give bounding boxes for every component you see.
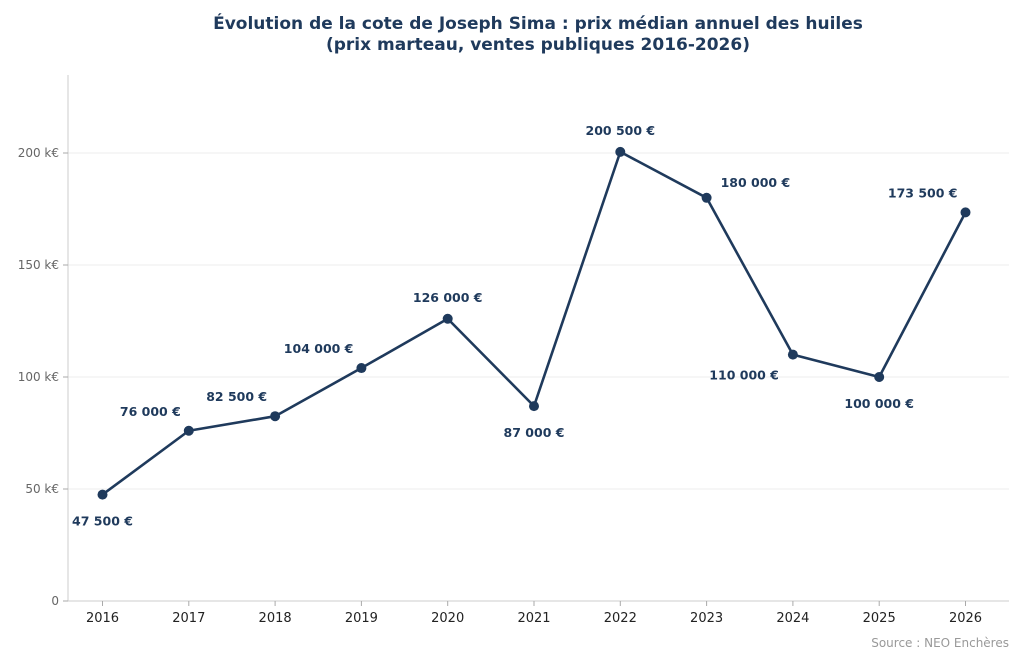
data-label: 47 500 € bbox=[72, 514, 133, 529]
x-tick-label: 2016 bbox=[86, 611, 119, 626]
chart-title-line-2: (prix marteau, ventes publiques 2016-202… bbox=[325, 35, 750, 55]
data-label: 126 000 € bbox=[413, 290, 483, 305]
series-line bbox=[101, 150, 967, 496]
x-tick-label: 2025 bbox=[863, 611, 896, 626]
data-point bbox=[183, 425, 194, 436]
data-point bbox=[356, 363, 367, 374]
data-label: 200 500 € bbox=[586, 123, 656, 138]
axes bbox=[67, 75, 1009, 602]
data-labels: 47 500 € 76 000 € 82 500 € 104 000 € 126 000… bbox=[72, 123, 957, 529]
chart-title: Évolution de la cote de Joseph Sima : pr… bbox=[0, 14, 1024, 56]
x-tick-label: 2023 bbox=[690, 611, 723, 626]
data-point bbox=[97, 489, 108, 500]
y-tick-label: 0 bbox=[51, 594, 59, 608]
data-point bbox=[529, 401, 539, 412]
data-point bbox=[442, 313, 453, 324]
data-label: 100 000 € bbox=[844, 396, 914, 411]
x-tick-label: 2026 bbox=[949, 611, 982, 626]
series bbox=[97, 146, 971, 500]
x-tick-label: 2018 bbox=[259, 611, 292, 626]
y-tick-label: 150 k€ bbox=[18, 258, 59, 272]
x-tick-label: 2022 bbox=[604, 611, 637, 626]
chart-title-line-1: Évolution de la cote de Joseph Sima : pr… bbox=[213, 14, 863, 34]
source-note: Source : NEO Enchères bbox=[871, 636, 1009, 650]
y-tick-label: 100 k€ bbox=[18, 370, 59, 384]
data-point bbox=[270, 411, 281, 422]
x-tick-label: 2017 bbox=[172, 611, 205, 626]
data-label: 76 000 € bbox=[120, 404, 181, 419]
data-point bbox=[960, 207, 971, 218]
y-ticks: 0 50 k€ 100 k€ 150 k€ 200 k€ bbox=[18, 146, 68, 608]
data-point bbox=[787, 349, 798, 360]
data-point bbox=[874, 372, 885, 382]
data-label: 87 000 € bbox=[504, 425, 565, 440]
data-point bbox=[615, 146, 626, 157]
data-label: 110 000 € bbox=[709, 368, 779, 383]
x-tick-label: 2020 bbox=[431, 611, 464, 626]
grid-lines bbox=[68, 152, 1009, 490]
x-tick-label: 2024 bbox=[776, 611, 809, 626]
data-label: 173 500 € bbox=[888, 185, 958, 200]
data-point bbox=[701, 192, 712, 203]
data-label: 104 000 € bbox=[284, 341, 354, 356]
x-tick-label: 2019 bbox=[345, 611, 378, 626]
data-label: 82 500 € bbox=[206, 389, 267, 404]
x-tick-label: 2021 bbox=[517, 611, 550, 626]
y-tick-label: 50 k€ bbox=[25, 482, 59, 496]
x-ticks: 2016 2017 2018 2019 2020 2021 2022 2023 2024 2025… bbox=[86, 601, 982, 626]
y-tick-label: 200 k€ bbox=[18, 146, 59, 160]
data-label: 180 000 € bbox=[721, 175, 791, 190]
